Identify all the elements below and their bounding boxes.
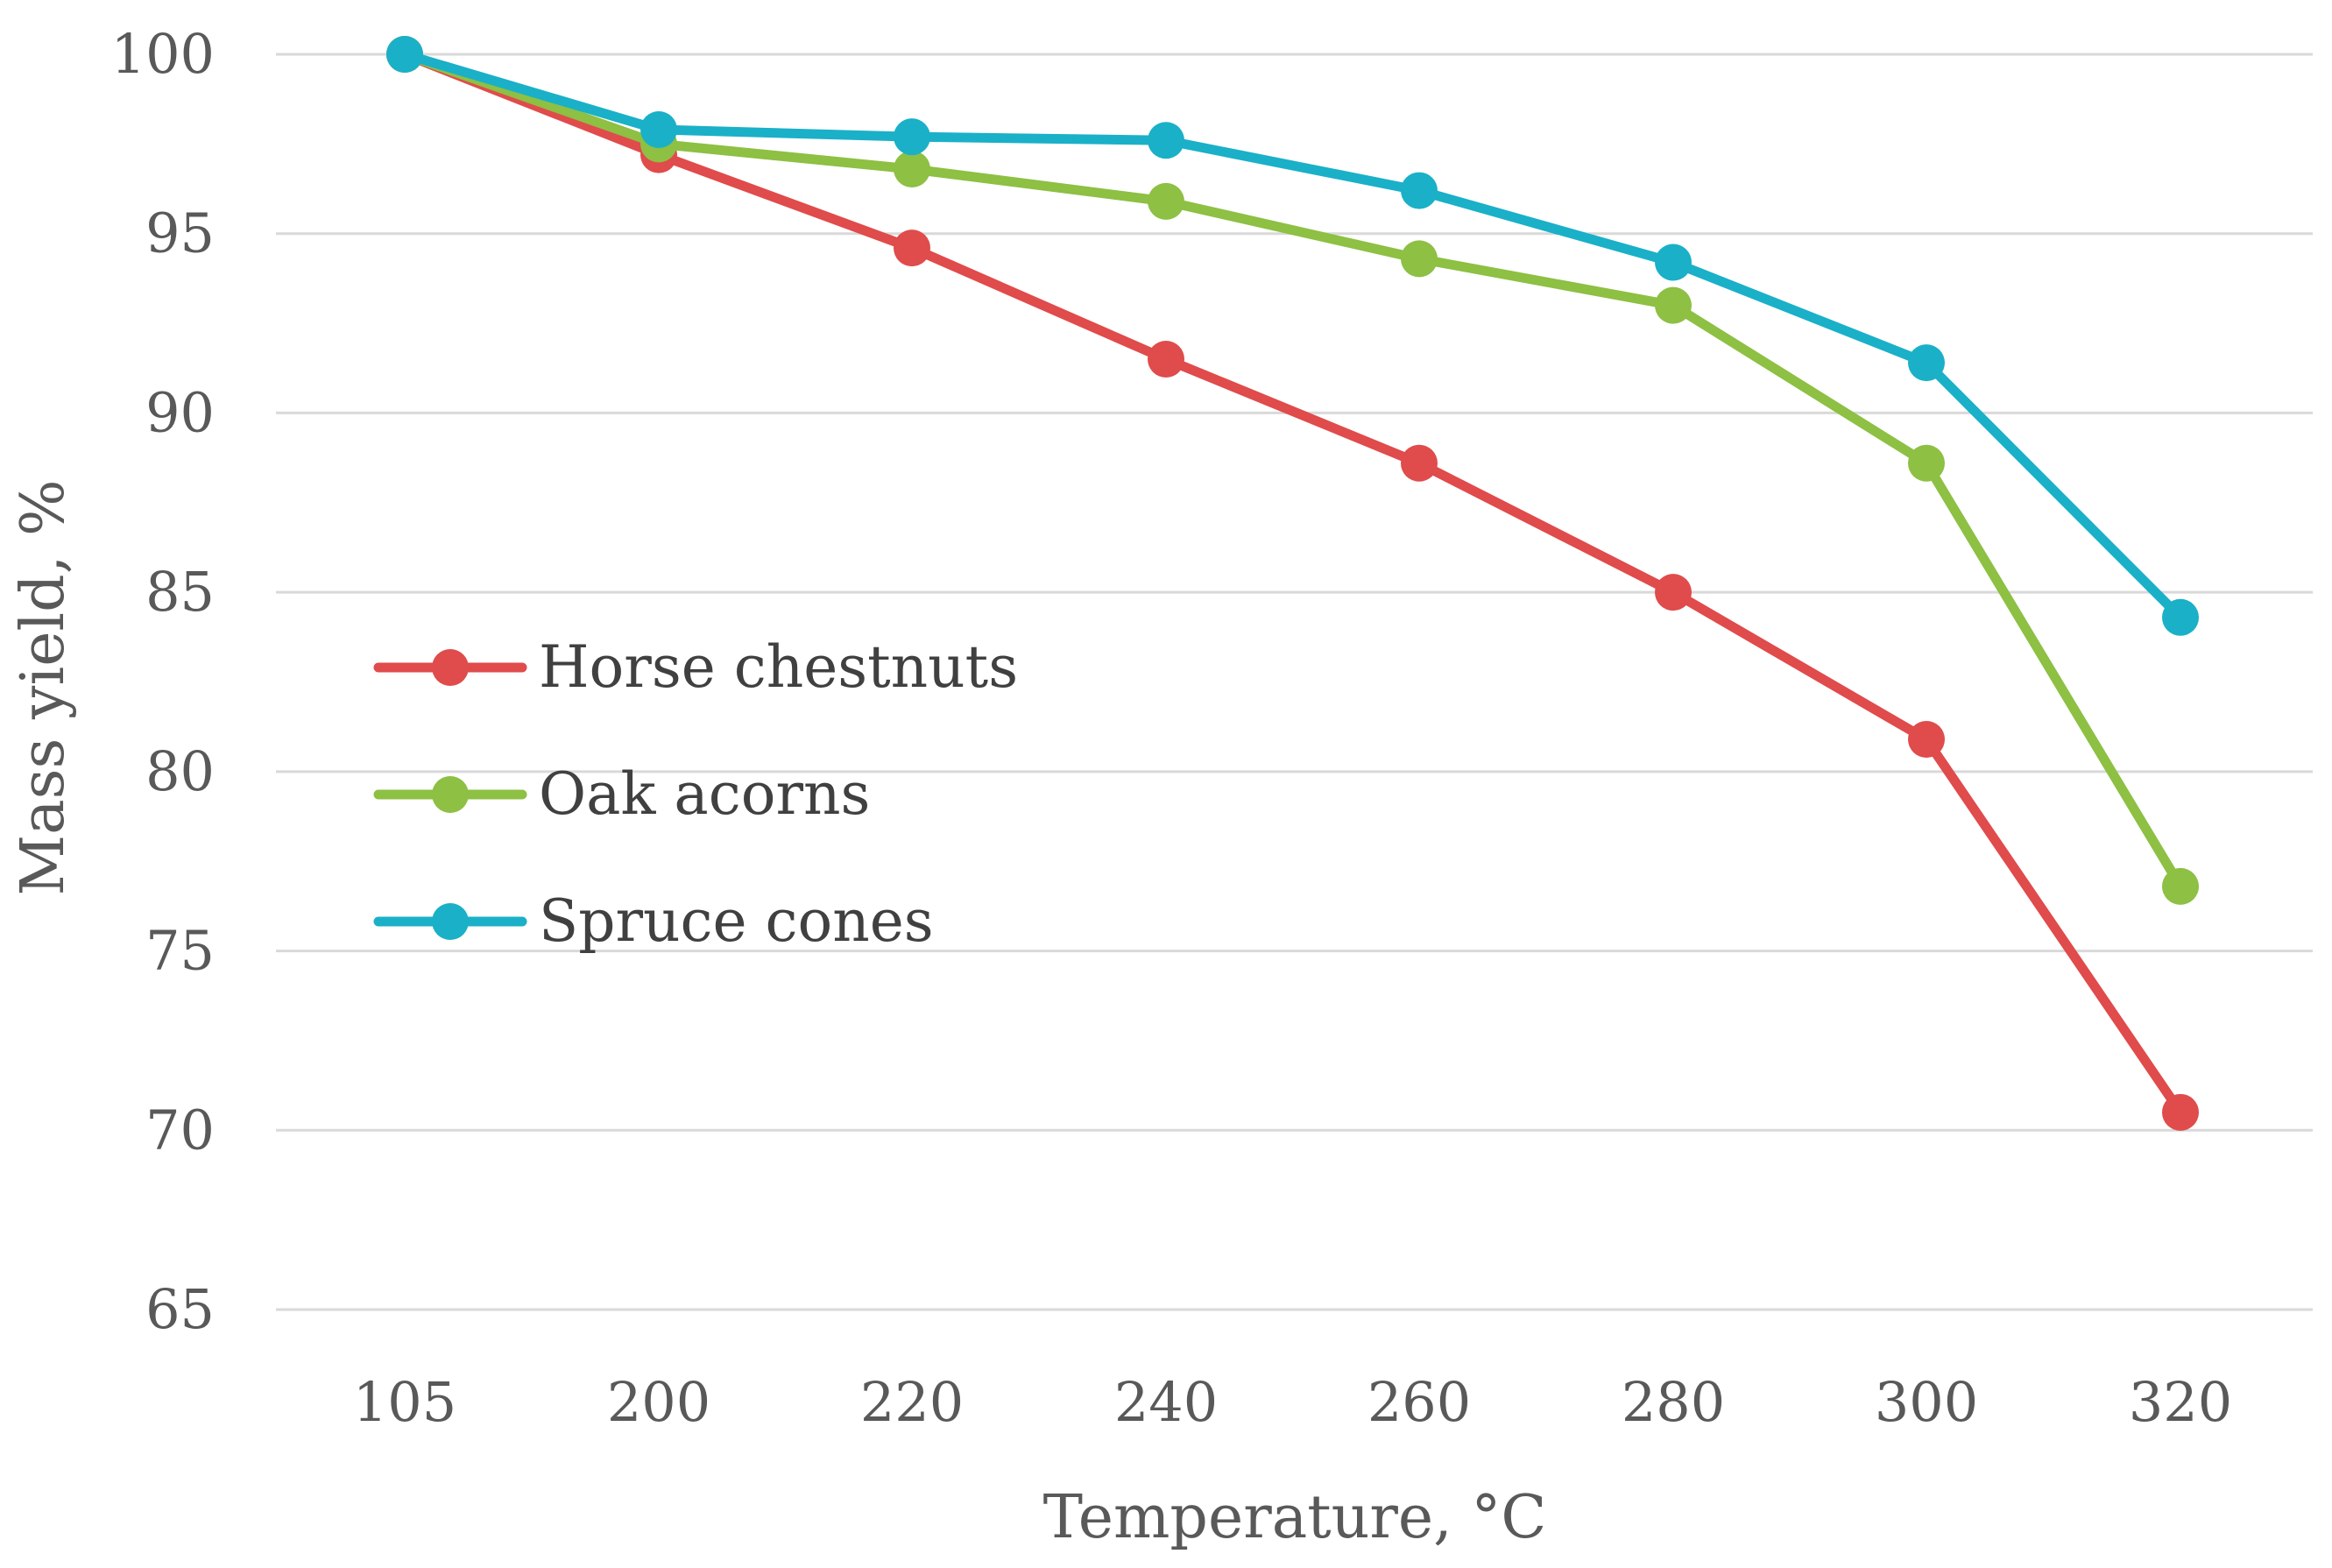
x-tick-label: 300 <box>1875 1370 1978 1434</box>
legend-label: Oak acorns <box>539 760 870 828</box>
data-point-horse-chestnuts <box>894 230 930 267</box>
y-tick-label: 90 <box>145 380 215 444</box>
data-point-horse-chestnuts <box>1908 721 1945 759</box>
y-tick-label: 85 <box>145 560 215 624</box>
x-tick-label: 200 <box>607 1370 710 1434</box>
legend: Horse chestnuts Oak acorns Spruce cones <box>373 633 1018 955</box>
series-horse-chestnuts <box>386 36 2199 1131</box>
data-point-spruce-cones <box>386 36 423 73</box>
data-point-horse-chestnuts <box>1655 574 1692 611</box>
legend-label: Spruce cones <box>539 887 934 955</box>
legend-swatch-marker <box>432 649 469 686</box>
y-tick-label: 100 <box>111 22 215 86</box>
data-point-spruce-cones <box>640 110 677 148</box>
x-axis-title: Temperature, °C <box>1043 1483 1547 1552</box>
y-axis-tick-labels: 65 70 75 80 85 90 95 100 <box>111 22 215 1341</box>
data-point-oak-acorns <box>1148 182 1184 220</box>
data-point-spruce-cones <box>1655 244 1692 281</box>
y-tick-label: 65 <box>145 1277 215 1341</box>
legend-swatch-marker <box>432 776 469 813</box>
x-tick-label: 220 <box>860 1370 964 1434</box>
series-line-spruce-cones <box>399 49 2186 623</box>
data-point-spruce-cones <box>1148 122 1184 159</box>
legend-item-oak-acorns: Oak acorns <box>373 760 870 828</box>
data-point-oak-acorns <box>894 151 930 188</box>
x-tick-label: 320 <box>2129 1370 2232 1434</box>
x-tick-label: 240 <box>1114 1370 1218 1434</box>
data-point-spruce-cones <box>1908 344 1945 382</box>
series-line-oak-acorns <box>399 49 2186 892</box>
y-tick-label: 80 <box>145 739 215 803</box>
legend-swatch-marker <box>432 903 469 940</box>
y-tick-label: 75 <box>145 919 215 983</box>
series-line-horse-chestnuts <box>399 49 2186 1118</box>
y-tick-label: 95 <box>145 201 215 265</box>
y-axis-title: Mass yield, % <box>9 479 78 895</box>
legend-label: Horse chestnuts <box>539 633 1018 701</box>
y-tick-label: 70 <box>145 1098 215 1162</box>
x-tick-label: 280 <box>1622 1370 1725 1434</box>
x-axis-tick-labels: 105 200 220 240 260 280 300 320 <box>353 1370 2232 1434</box>
data-point-oak-acorns <box>1655 286 1692 324</box>
data-point-horse-chestnuts <box>2162 1093 2199 1131</box>
data-point-spruce-cones <box>2162 598 2199 636</box>
data-point-spruce-cones <box>894 118 930 156</box>
legend-item-horse-chestnuts: Horse chestnuts <box>373 633 1018 701</box>
data-point-oak-acorns <box>2162 867 2199 905</box>
data-point-oak-acorns <box>1401 240 1438 278</box>
series-lines <box>386 36 2199 1131</box>
data-point-horse-chestnuts <box>1401 444 1438 482</box>
data-point-oak-acorns <box>1908 444 1945 482</box>
data-point-horse-chestnuts <box>1148 341 1184 378</box>
x-tick-label: 105 <box>353 1370 456 1434</box>
series-spruce-cones <box>386 36 2199 636</box>
legend-item-spruce-cones: Spruce cones <box>373 887 934 955</box>
x-tick-label: 260 <box>1367 1370 1471 1434</box>
data-point-spruce-cones <box>1401 172 1438 209</box>
